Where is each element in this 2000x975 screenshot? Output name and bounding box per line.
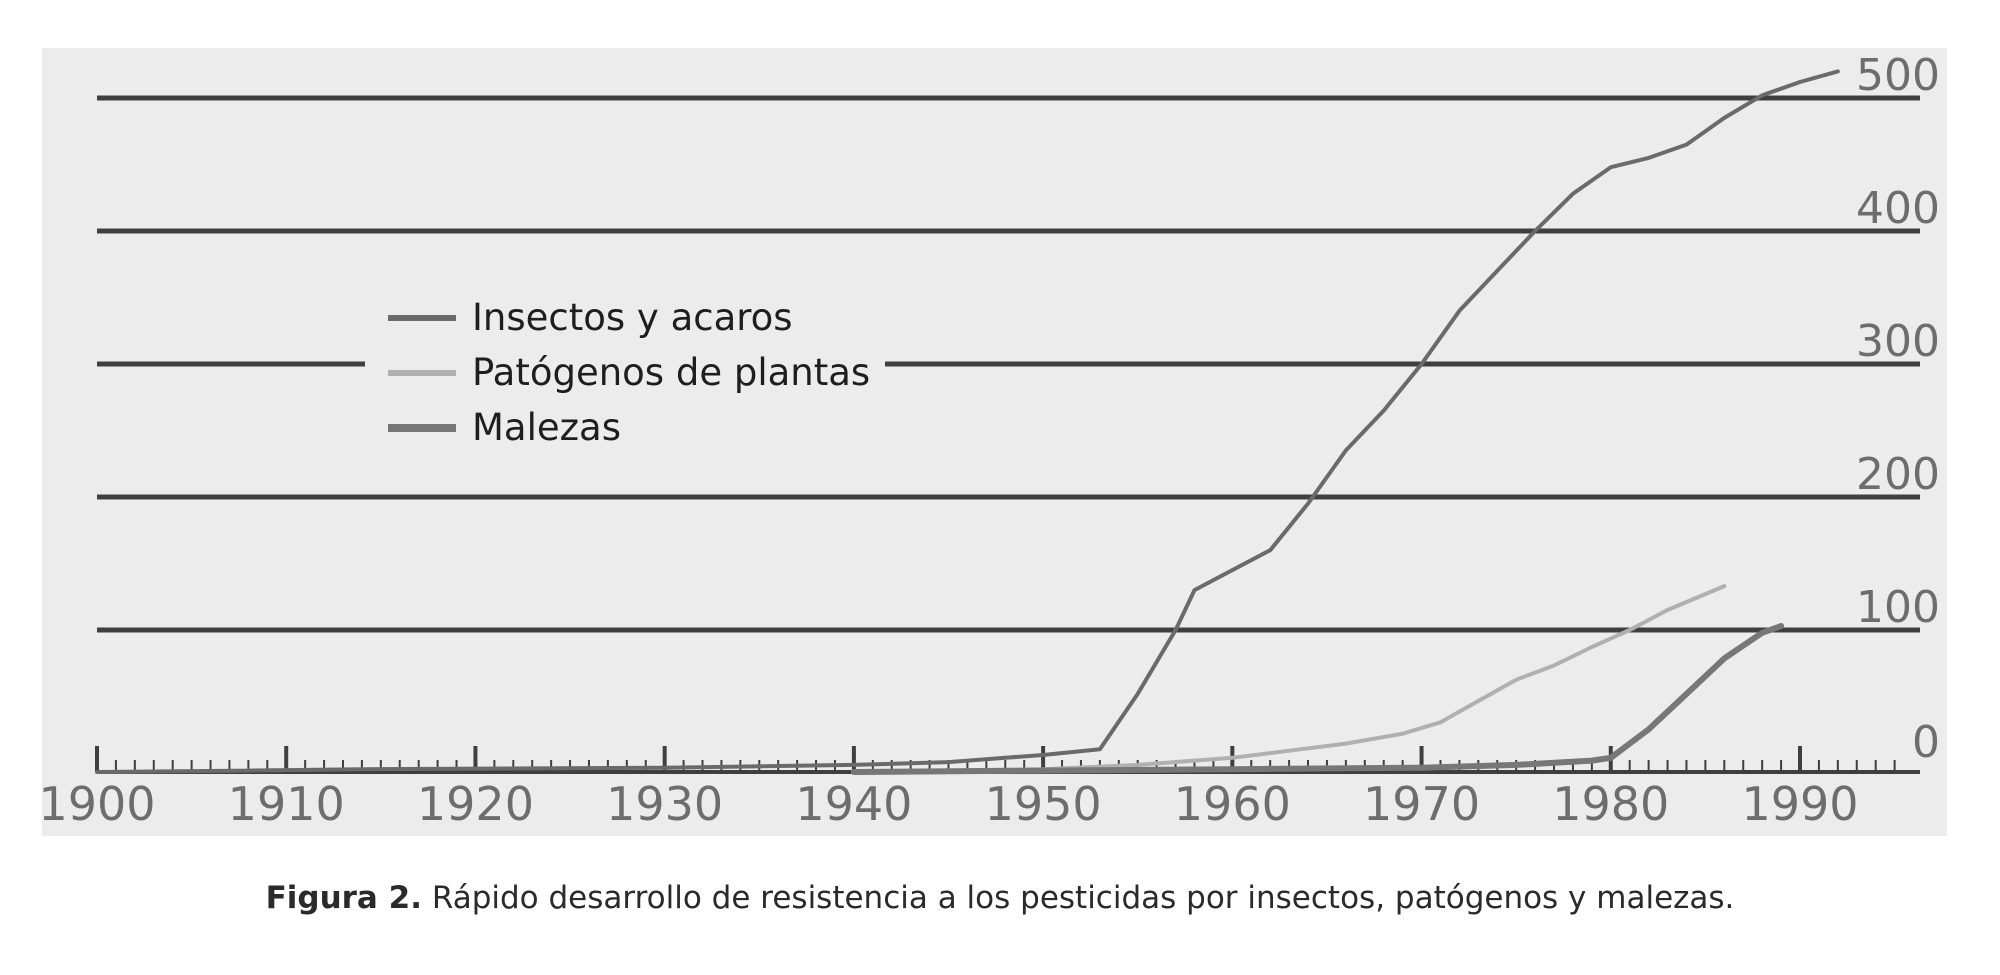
caption-text: Rápido desarrollo de resistencia a los p…: [422, 880, 1735, 916]
x-tick-label: 1950: [985, 777, 1102, 831]
series-line: [851, 584, 1727, 774]
y-tick-label: 400: [1856, 183, 1940, 234]
y-tick-label: 300: [1856, 316, 1940, 367]
x-tick-label: 1980: [1552, 777, 1669, 831]
figure-caption: Figura 2. Rápido desarrollo de resistenc…: [0, 880, 2000, 916]
x-tick-label: 1920: [417, 777, 534, 831]
x-tick-label: 1940: [795, 777, 912, 831]
legend: Insectos y acaros Patógenos de plantas Mal…: [365, 290, 885, 460]
x-tick-label: 1960: [1174, 777, 1291, 831]
x-tick-label: 1900: [38, 777, 155, 831]
legend-label: Patógenos de plantas: [472, 351, 870, 394]
x-tick-label: 1910: [228, 777, 345, 831]
series-line: [95, 69, 1840, 774]
y-tick-label: 0: [1912, 717, 1940, 768]
x-tick-label: 1990: [1741, 777, 1858, 831]
legend-label: Malezas: [472, 406, 621, 449]
y-tick-label: 500: [1856, 50, 1940, 101]
x-tick-label: 1930: [606, 777, 723, 831]
y-tick-label: 200: [1856, 449, 1940, 500]
legend-label: Insectos y acaros: [472, 296, 793, 339]
plot-background: [42, 48, 1947, 836]
caption-label: Figura 2.: [265, 880, 422, 916]
x-tick-label: 1970: [1363, 777, 1480, 831]
series-line: [850, 623, 1785, 775]
y-tick-label: 100: [1856, 582, 1940, 633]
